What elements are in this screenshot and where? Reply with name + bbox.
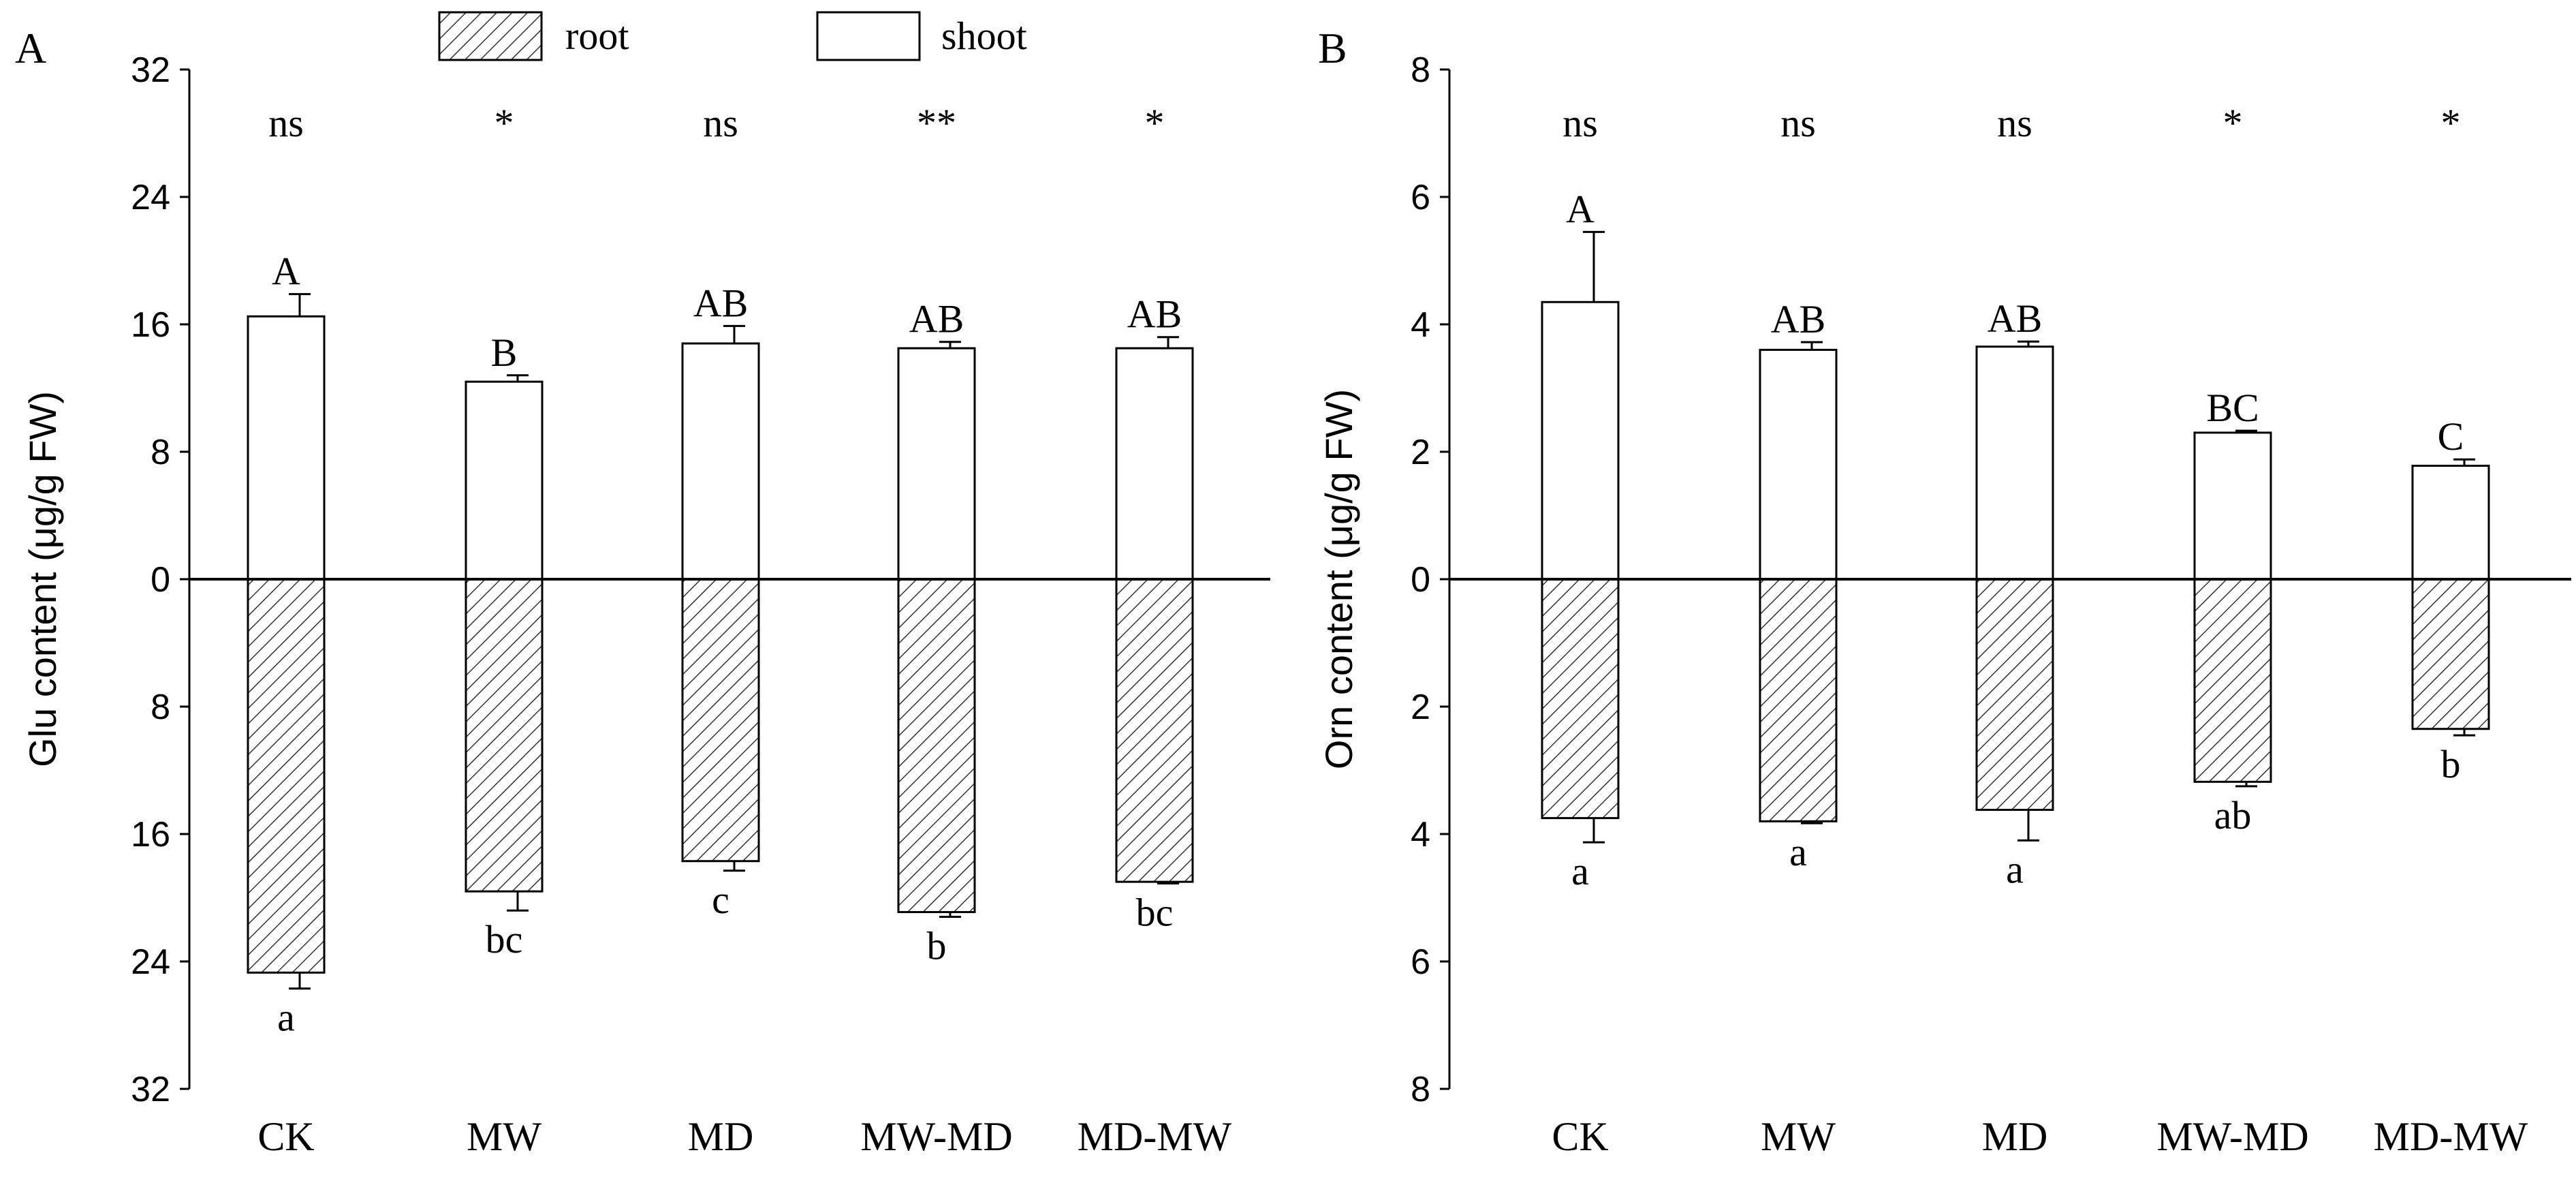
root-bar (1759, 578, 1838, 822)
shoot-letter-label: B (491, 330, 518, 375)
y-tick-label: 2 (1411, 688, 1430, 727)
legend-root-label: root (565, 14, 629, 58)
legend: root shoot (438, 11, 1027, 61)
x-category-label: MW (1761, 1114, 1836, 1159)
y-tick-label: 6 (1411, 178, 1430, 217)
x-category-label: CK (1552, 1114, 1608, 1159)
root-bar (2193, 578, 2272, 783)
panel-label: A (15, 24, 46, 72)
significance-label: ns (268, 101, 304, 145)
x-category-label: MW (467, 1114, 541, 1159)
y-tick-label: 2 (1411, 433, 1430, 472)
root-letter-label: a (1789, 830, 1807, 874)
shoot-bar (897, 347, 976, 581)
shoot-bar (1759, 348, 1838, 581)
shoot-letter-label: BC (2206, 386, 2259, 430)
y-tick-label: 24 (131, 942, 170, 982)
shoot-letter-label: AB (693, 281, 749, 325)
y-axis-label: Orn content (μg/g FW) (1317, 389, 1360, 769)
root-letter-label: b (2441, 742, 2461, 786)
y-tick-label: 8 (151, 688, 170, 727)
y-tick-label: 8 (1411, 50, 1430, 90)
shoot-bar (1115, 347, 1194, 581)
root-bar (1541, 578, 1620, 820)
root-letter-label: c (712, 878, 729, 922)
x-category-label: MD (688, 1114, 754, 1159)
shoot-letter-label: A (1566, 187, 1595, 231)
shoot-bar (1975, 345, 2054, 581)
x-category-label: MD (1982, 1114, 2048, 1159)
root-bar (465, 578, 544, 893)
shoot-bar (1541, 300, 1620, 581)
x-category-label: MD-MW (2374, 1114, 2528, 1159)
shoot-bar (247, 315, 326, 581)
significance-label: ns (1562, 101, 1598, 145)
root-letter-label: a (1571, 849, 1589, 893)
significance-label: ns (1780, 101, 1816, 145)
y-tick-label: 32 (131, 50, 170, 90)
y-tick-label: 16 (131, 305, 170, 345)
root-bar (1975, 578, 2054, 811)
shoot-letter-label: AB (909, 297, 964, 341)
shoot-letter-label: C (2438, 414, 2464, 459)
significance-label: * (2223, 101, 2243, 145)
significance-label: ** (917, 101, 956, 145)
y-tick-label: 0 (151, 560, 170, 600)
root-bar (1115, 578, 1194, 883)
x-category-label: MD-MW (1078, 1114, 1232, 1159)
y-tick-label: 4 (1411, 305, 1430, 345)
shoot-letter-label: AB (1988, 296, 2043, 341)
panel-a: A Glu content (μg/g FW) 32 24 16 8 0 8 16 24 32 A… (15, 24, 1270, 1159)
root-letter-label: bc (486, 917, 523, 961)
y-tick-label: 16 (131, 815, 170, 854)
legend-shoot-swatch (816, 11, 921, 61)
root-bar (247, 578, 326, 974)
y-tick-label: 32 (131, 1070, 170, 1109)
root-letter-label: ab (2214, 793, 2252, 837)
y-tick-label: 0 (1411, 560, 1430, 600)
panel-label: B (1318, 24, 1347, 72)
root-letter-label: b (927, 924, 947, 968)
shoot-bar (681, 342, 760, 581)
y-axis-label: Glu content (μg/g FW) (21, 391, 64, 767)
y-tick-label: 8 (151, 433, 170, 472)
root-bar (681, 578, 760, 863)
significance-label: * (494, 101, 514, 145)
root-bar (897, 578, 976, 914)
shoot-letter-label: AB (1127, 292, 1182, 337)
y-tick-label: 4 (1411, 815, 1430, 854)
y-tick-label: 24 (131, 178, 170, 217)
legend-shoot-label: shoot (941, 14, 1027, 58)
y-tick-label: 6 (1411, 942, 1430, 982)
shoot-letter-label: AB (1771, 297, 1826, 341)
x-category-label: MW-MD (2156, 1114, 2308, 1159)
legend-root-swatch (438, 11, 543, 61)
root-letter-label: a (2006, 847, 2024, 891)
root-letter-label: bc (1136, 890, 1174, 934)
significance-label: ns (703, 101, 738, 145)
significance-label: ns (1997, 101, 2032, 145)
root-bar (2411, 578, 2490, 730)
y-tick-label: 8 (1411, 1070, 1430, 1109)
x-category-label: MW-MD (860, 1114, 1012, 1159)
shoot-bar (2411, 465, 2490, 581)
significance-label: * (2441, 101, 2461, 145)
significance-label: * (1145, 101, 1165, 145)
panel-b: B Orn content (μg/g FW) 8 6 4 2 0 2 4 6 8 Aa ns CK A… (1317, 24, 2571, 1159)
shoot-bar (465, 380, 544, 581)
root-letter-label: a (277, 996, 295, 1040)
shoot-letter-label: A (272, 249, 300, 294)
x-category-label: CK (257, 1114, 314, 1159)
shoot-bar (2193, 431, 2272, 581)
